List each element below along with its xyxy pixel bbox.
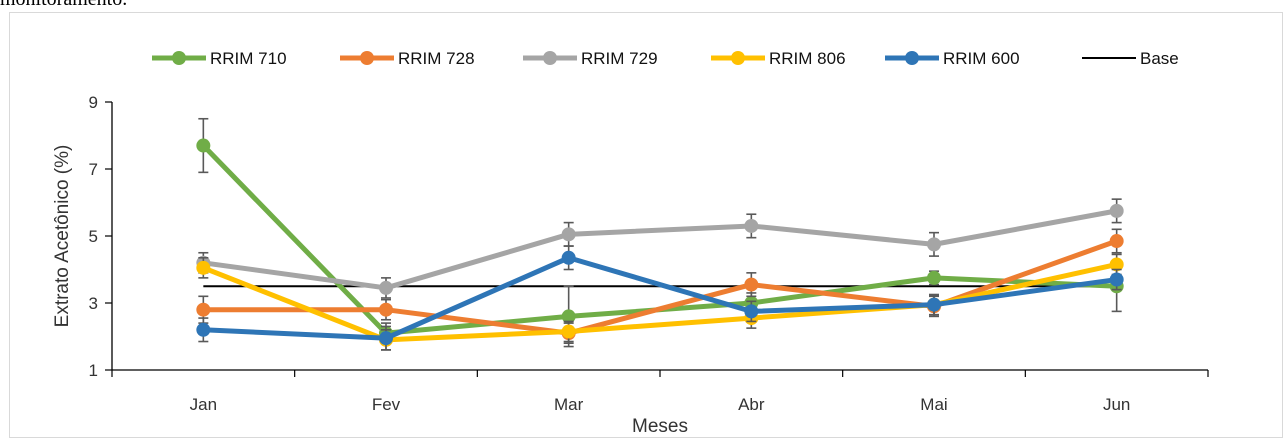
- series-line: [202, 262, 1118, 343]
- legend-item-rrim-710: RRIM 710: [152, 49, 287, 68]
- x-axis-title: Meses: [632, 416, 688, 437]
- data-point: [1109, 203, 1124, 218]
- data-point: [379, 331, 393, 346]
- x-tick-label: Abr: [738, 395, 765, 414]
- legend-label: Base: [1140, 49, 1179, 68]
- x-tick-label: Mar: [554, 395, 584, 414]
- data-point: [196, 302, 211, 317]
- y-axis-title: Extrato Acetônico (%): [52, 145, 73, 328]
- legend-item-base: Base: [1082, 49, 1179, 68]
- series-group: [196, 117, 1124, 351]
- y-axis-ticks: 1 3 5 7 9: [89, 93, 112, 380]
- x-tick-label: Mai: [920, 395, 947, 414]
- legend-swatch-marker: [172, 51, 186, 65]
- legend-item-rrim-728: RRIM 728: [340, 49, 475, 68]
- series-rrim-600: [196, 245, 1124, 351]
- data-point: [927, 237, 941, 252]
- y-tick-label: 7: [89, 160, 98, 179]
- data-point: [927, 270, 941, 285]
- y-tick-label: 9: [89, 93, 98, 112]
- legend-item-rrim-729: RRIM 729: [523, 49, 658, 68]
- data-point: [379, 302, 393, 317]
- x-axis-ticks: Jan Fev Mar Abr Mai Jun: [111, 370, 1209, 414]
- data-point: [196, 322, 211, 337]
- legend-label: RRIM 806: [769, 49, 846, 68]
- data-point: [561, 250, 576, 265]
- x-tick-label: Jun: [1103, 395, 1130, 414]
- legend-swatch-marker: [731, 51, 745, 65]
- data-point: [744, 218, 759, 233]
- y-tick-label: 1: [89, 361, 98, 380]
- legend-swatch-marker: [905, 51, 919, 65]
- legend-label: RRIM 710: [210, 49, 287, 68]
- data-point: [1109, 257, 1124, 272]
- data-point: [927, 297, 941, 312]
- legend-item-rrim-806: RRIM 806: [711, 49, 846, 68]
- legend: RRIM 710 RRIM 728 RRIM 729 RRIM 806 RRIM 600…: [152, 49, 1179, 68]
- y-tick-label: 5: [89, 227, 98, 246]
- data-point: [744, 277, 759, 292]
- series-line: [203, 255, 1118, 341]
- data-point: [561, 309, 576, 324]
- series-line: [202, 208, 1118, 291]
- y-tick-label: 3: [89, 294, 98, 313]
- data-point: [1109, 272, 1124, 287]
- x-tick-label: Jan: [190, 395, 217, 414]
- legend-swatch-marker: [543, 51, 557, 65]
- data-point: [1109, 234, 1124, 249]
- series-line: [201, 143, 1117, 336]
- data-point: [196, 138, 211, 153]
- x-tick-label: Fev: [372, 395, 401, 414]
- page-caption-fragment: monitoramento.: [0, 0, 1285, 12]
- axes: 1 3 5 7 9 Jan Fev Mar Abr Mai Jun: [89, 93, 1209, 414]
- data-point: [561, 324, 576, 339]
- data-point: [744, 304, 759, 319]
- legend-label: RRIM 600: [943, 49, 1020, 68]
- data-point: [379, 280, 393, 295]
- chart-frame: [9, 12, 1283, 438]
- data-point: [196, 260, 211, 275]
- legend-label: RRIM 728: [398, 49, 475, 68]
- legend-item-rrim-600: RRIM 600: [885, 49, 1020, 68]
- legend-label: RRIM 729: [581, 49, 658, 68]
- data-point: [561, 227, 576, 242]
- legend-swatch-marker: [360, 51, 374, 65]
